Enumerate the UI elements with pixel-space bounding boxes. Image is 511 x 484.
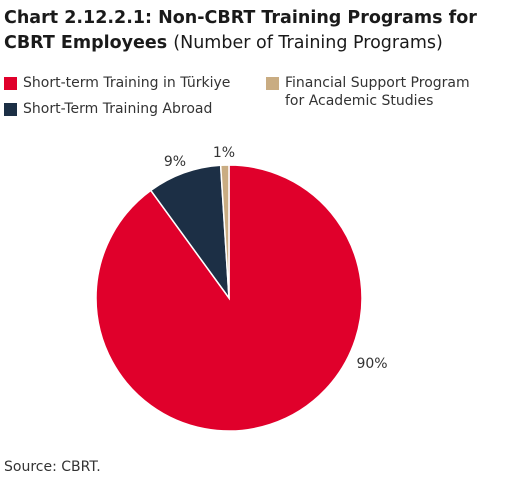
- legend-label-academic-line2: for Academic Studies: [285, 93, 434, 109]
- pie-slice-academic: [219, 164, 230, 299]
- legend-swatch-turkiye: [4, 77, 17, 90]
- legend-label-abroad: Short-Term Training Abroad: [23, 101, 213, 117]
- legend-label-academic-line1: Financial Support Program: [285, 75, 470, 91]
- data-label-abroad: 9%: [164, 154, 186, 170]
- pie-chart: 90% 9% 1%: [95, 145, 388, 432]
- chart-title-main: Chart 2.12.2.1: Non-CBRT Training Progra…: [4, 8, 477, 53]
- chart-title-unit: (Number of Training Programs): [173, 33, 443, 53]
- legend-swatch-academic: [266, 77, 279, 90]
- data-label-turkiye: 90%: [356, 356, 387, 372]
- data-label-academic: 1%: [213, 145, 235, 161]
- chart-title: Chart 2.12.2.1: Non-CBRT Training Progra…: [4, 6, 509, 56]
- legend-label-turkiye: Short-term Training in Türkiye: [23, 75, 231, 91]
- legend-swatch-abroad: [4, 103, 17, 116]
- chart-source: Source: CBRT.: [4, 459, 101, 475]
